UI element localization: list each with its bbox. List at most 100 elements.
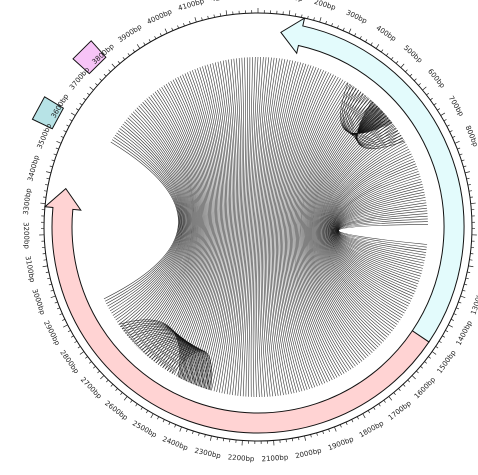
minor-tick — [426, 92, 429, 96]
repeat-link — [302, 93, 364, 370]
minor-tick — [373, 406, 376, 410]
feature-3 — [31, 96, 65, 130]
minor-tick — [148, 39, 151, 43]
repeat-link — [301, 91, 362, 371]
repeat-link — [266, 60, 294, 396]
tick-label: 200bp — [313, 0, 337, 12]
repeat-link — [254, 57, 272, 398]
minor-tick — [55, 147, 59, 150]
minor-tick — [63, 130, 67, 133]
repeat-link — [285, 72, 329, 388]
minor-tick — [219, 13, 222, 17]
minor-tick — [69, 119, 73, 122]
minor-tick — [93, 366, 96, 369]
repeat-link — [283, 71, 327, 389]
repeat-link — [273, 63, 307, 394]
repeat-link — [288, 75, 337, 385]
minor-tick — [143, 42, 146, 46]
repeat-link — [137, 96, 197, 348]
minor-tick — [204, 434, 206, 438]
repeat-link — [195, 63, 228, 386]
minor-tick — [162, 419, 165, 423]
minor-tick — [445, 330, 449, 333]
minor-tick — [99, 78, 103, 81]
repeat-link — [178, 70, 219, 378]
repeat-link — [275, 65, 312, 393]
repeat-link — [256, 57, 275, 398]
repeat-link — [298, 86, 355, 376]
tick-label: 4100bp — [177, 0, 205, 13]
major-tick — [460, 295, 466, 299]
tick-label: 3100bp — [24, 255, 37, 283]
major-tick — [42, 265, 48, 268]
repeat-link — [300, 89, 360, 373]
repeat-link — [188, 66, 224, 383]
tick-label: 1400bp — [455, 319, 475, 347]
repeat-link — [224, 58, 243, 394]
repeat-link — [278, 67, 317, 392]
minor-tick — [85, 356, 88, 359]
minor-tick — [449, 130, 453, 133]
major-tick — [334, 426, 337, 432]
minor-tick — [47, 277, 51, 280]
minor-tick — [420, 366, 423, 369]
major-tick — [375, 44, 380, 49]
minor-tick — [342, 27, 345, 31]
repeat-link — [198, 63, 229, 387]
major-tick — [150, 413, 154, 419]
minor-tick — [62, 318, 66, 321]
repeat-link — [149, 86, 203, 359]
repeat-link — [312, 109, 382, 355]
minor-tick — [168, 421, 171, 425]
minor-tick — [105, 379, 109, 383]
minor-tick — [428, 356, 431, 359]
repeat-link — [271, 63, 304, 395]
repeat-link — [307, 100, 372, 364]
repeat-link — [327, 148, 410, 319]
repeat-link — [267, 61, 296, 396]
major-tick — [89, 86, 94, 91]
major-tick — [164, 28, 168, 34]
minor-tick — [177, 25, 179, 29]
minor-tick — [67, 330, 71, 333]
tick-label: 1700bp — [387, 399, 413, 422]
repeat-link — [130, 103, 193, 340]
minor-tick — [88, 361, 92, 364]
minor-tick — [198, 432, 200, 436]
minor-tick — [60, 136, 64, 138]
repeat-link — [218, 58, 240, 393]
repeat-link — [282, 70, 324, 390]
repeat-link — [313, 111, 384, 354]
minor-tick — [398, 388, 401, 391]
minor-tick — [49, 165, 53, 168]
repeat-link — [162, 78, 210, 368]
minor-tick — [316, 432, 318, 436]
repeat-link — [229, 57, 246, 395]
repeat-link — [277, 66, 314, 392]
major-tick — [464, 171, 470, 174]
major-tick — [210, 435, 212, 441]
minor-tick — [416, 370, 419, 374]
minor-tick — [43, 190, 48, 192]
minor-tick — [154, 36, 157, 40]
major-tick — [431, 351, 437, 355]
repeat-link — [291, 78, 341, 383]
minor-tick — [459, 153, 463, 156]
minor-tick — [339, 424, 342, 428]
repeat-link — [118, 117, 187, 325]
minor-tick — [207, 15, 209, 19]
major-tick — [123, 396, 128, 401]
major-tick — [422, 86, 427, 91]
repeat-link — [123, 111, 190, 332]
minor-tick — [174, 424, 177, 428]
minor-tick — [453, 313, 457, 316]
repeat-link — [108, 132, 182, 309]
minor-tick — [433, 103, 437, 106]
repeat-link — [259, 58, 280, 397]
minor-tick — [463, 165, 467, 168]
repeat-link — [221, 58, 241, 394]
repeat-link — [203, 61, 232, 389]
repeat-link — [131, 101, 194, 342]
repeat-link — [128, 105, 192, 338]
major-tick — [40, 202, 46, 204]
